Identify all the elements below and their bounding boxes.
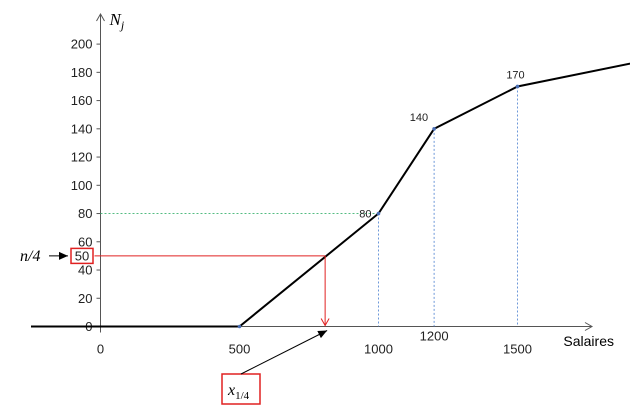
x-tick-label: 1000 bbox=[364, 342, 393, 357]
y-tick-label: 120 bbox=[71, 150, 93, 165]
data-label: 170 bbox=[506, 69, 524, 81]
quartile-x-box bbox=[221, 373, 261, 405]
y-tick-label: 180 bbox=[71, 65, 93, 80]
data-label: 80 bbox=[359, 209, 371, 221]
quartile-y-value: 50 bbox=[75, 248, 89, 263]
data-label: 140 bbox=[410, 112, 428, 124]
y-tick-label: 20 bbox=[78, 291, 92, 306]
y-tick-label: 80 bbox=[78, 206, 92, 221]
data-point bbox=[376, 211, 381, 216]
y-tick-label: 40 bbox=[78, 263, 92, 278]
y-tick-label: 100 bbox=[71, 178, 93, 193]
y-axis-title: Nj bbox=[109, 10, 125, 32]
y-tick-label: 200 bbox=[71, 37, 93, 52]
series-line bbox=[31, 62, 630, 328]
y-tick-label: 60 bbox=[78, 234, 92, 249]
x-tick-label: 1500 bbox=[503, 342, 532, 357]
data-point bbox=[237, 324, 242, 329]
x-label-arrow bbox=[240, 330, 328, 375]
x-axis-title: Salaires bbox=[563, 333, 614, 349]
y-tick-label: 160 bbox=[71, 93, 93, 108]
x-tick-label: 1200 bbox=[420, 329, 449, 344]
x-tick-label: 0 bbox=[97, 342, 104, 357]
y-tick-label: 140 bbox=[71, 121, 93, 136]
quartile-y-box bbox=[70, 247, 94, 265]
data-point bbox=[432, 127, 436, 131]
data-point bbox=[515, 84, 520, 89]
quartile-n-label: n/4 bbox=[20, 248, 40, 265]
x-tick-label: 500 bbox=[229, 342, 251, 357]
